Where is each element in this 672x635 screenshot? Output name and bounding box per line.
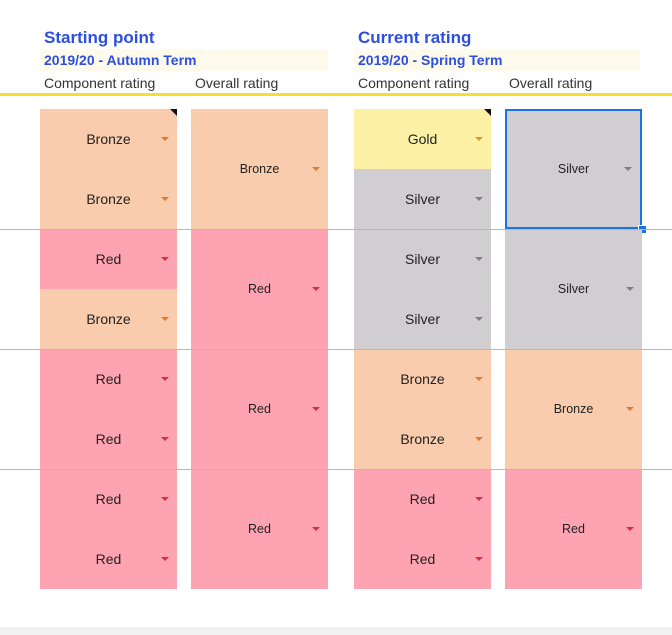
starting-overall-rating-cell[interactable]: Red <box>191 229 328 349</box>
dropdown-arrow-icon[interactable] <box>475 557 483 561</box>
current-overall-header: Overall rating <box>509 75 593 91</box>
current-component-rating-cell[interactable]: Bronze <box>354 349 491 409</box>
current-overall-rating-cell[interactable]: Red <box>505 469 642 589</box>
dropdown-arrow-icon[interactable] <box>626 287 634 291</box>
starting-component-rating-cell[interactable]: Red <box>40 349 177 409</box>
header-rule <box>0 93 672 96</box>
rating-label: Red <box>248 402 271 416</box>
starting-component-rating-cell[interactable]: Red <box>40 469 177 529</box>
rating-label: Red <box>95 251 122 267</box>
dropdown-arrow-icon[interactable] <box>161 497 169 501</box>
starting-component-rating-cell[interactable]: Red <box>40 229 177 289</box>
rating-label: Bronze <box>400 371 445 387</box>
row-divider <box>0 469 672 470</box>
note-indicator-icon <box>170 109 177 116</box>
dropdown-arrow-icon[interactable] <box>312 407 320 411</box>
starting-component-rating-cell[interactable]: Bronze <box>40 169 177 229</box>
row-divider <box>0 229 672 230</box>
starting-component-rating-cell[interactable]: Red <box>40 409 177 469</box>
current-component-header: Component rating <box>358 75 470 91</box>
rating-label: Red <box>95 551 122 567</box>
rating-label: Silver <box>404 251 440 267</box>
dropdown-arrow-icon[interactable] <box>475 257 483 261</box>
starting-point-title: Starting point <box>44 28 155 47</box>
current-term: 2019/20 - Spring Term <box>354 49 640 71</box>
dropdown-arrow-icon[interactable] <box>626 527 634 531</box>
rating-label: Silver <box>404 311 440 327</box>
dropdown-arrow-icon[interactable] <box>475 197 483 201</box>
rating-label: Bronze <box>553 402 594 416</box>
dropdown-arrow-icon[interactable] <box>161 437 169 441</box>
dropdown-arrow-icon[interactable] <box>161 257 169 261</box>
rating-label: Gold <box>407 131 438 147</box>
dropdown-arrow-icon[interactable] <box>161 197 169 201</box>
current-component-rating-cell[interactable]: Bronze <box>354 409 491 469</box>
dropdown-arrow-icon[interactable] <box>161 317 169 321</box>
starting-overall-rating-cell[interactable]: Red <box>191 469 328 589</box>
rating-label: Red <box>95 371 122 387</box>
current-component-rating-cell[interactable]: Red <box>354 469 491 529</box>
dropdown-arrow-icon[interactable] <box>475 437 483 441</box>
note-indicator-icon <box>484 109 491 116</box>
dropdown-arrow-icon[interactable] <box>161 557 169 561</box>
current-component-rating-cell[interactable]: Silver <box>354 169 491 229</box>
current-rating-title: Current rating <box>358 28 472 47</box>
rating-label: Red <box>248 282 271 296</box>
dropdown-arrow-icon[interactable] <box>312 287 320 291</box>
rating-label: Silver <box>404 191 440 207</box>
rating-label: Red <box>95 491 122 507</box>
rating-label: Red <box>562 522 585 536</box>
starting-component-rating-cell[interactable]: Bronze <box>40 289 177 349</box>
dropdown-arrow-icon[interactable] <box>312 527 320 531</box>
rating-label: Red <box>409 491 436 507</box>
rating-label: Red <box>409 551 436 567</box>
starting-overall-header: Overall rating <box>195 75 279 91</box>
dropdown-arrow-icon[interactable] <box>475 137 483 141</box>
current-component-rating-cell[interactable]: Red <box>354 529 491 589</box>
dropdown-arrow-icon[interactable] <box>475 497 483 501</box>
rating-label: Bronze <box>86 131 131 147</box>
starting-term: 2019/20 - Autumn Term <box>40 49 328 71</box>
starting-component-header: Component rating <box>44 75 156 91</box>
rating-label: Silver <box>557 282 590 296</box>
row-divider <box>0 349 672 350</box>
starting-overall-rating-cell[interactable]: Bronze <box>191 109 328 229</box>
rating-label: Bronze <box>86 191 131 207</box>
bottom-bar <box>0 627 672 635</box>
starting-component-rating-cell[interactable]: Red <box>40 529 177 589</box>
dropdown-arrow-icon[interactable] <box>475 377 483 381</box>
starting-component-rating-cell[interactable]: Bronze <box>40 109 177 169</box>
current-component-rating-cell[interactable]: Silver <box>354 229 491 289</box>
dropdown-arrow-icon[interactable] <box>475 317 483 321</box>
starting-overall-rating-cell[interactable]: Red <box>191 349 328 469</box>
current-component-rating-cell[interactable]: Gold <box>354 109 491 169</box>
rating-label: Red <box>95 431 122 447</box>
rating-label: Bronze <box>86 311 131 327</box>
dropdown-arrow-icon[interactable] <box>161 137 169 141</box>
dropdown-arrow-icon[interactable] <box>161 377 169 381</box>
current-component-rating-cell[interactable]: Silver <box>354 289 491 349</box>
rating-label: Bronze <box>239 162 280 176</box>
rating-label: Bronze <box>400 431 445 447</box>
dropdown-arrow-icon[interactable] <box>626 407 634 411</box>
rating-label: Red <box>248 522 271 536</box>
current-overall-rating-cell[interactable]: Silver <box>505 229 642 349</box>
dropdown-arrow-icon[interactable] <box>624 167 632 171</box>
rating-label: Silver <box>557 162 590 176</box>
current-overall-rating-cell[interactable]: Silver <box>505 109 642 229</box>
current-overall-rating-cell[interactable]: Bronze <box>505 349 642 469</box>
dropdown-arrow-icon[interactable] <box>312 167 320 171</box>
